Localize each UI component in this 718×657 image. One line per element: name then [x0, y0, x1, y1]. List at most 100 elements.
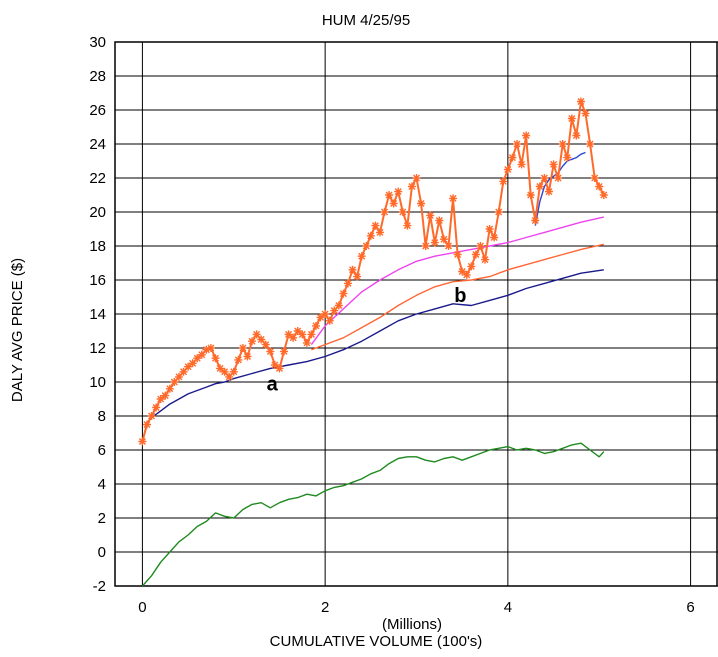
series-ma-orange — [311, 243, 604, 351]
data-point — [225, 372, 234, 381]
data-point — [184, 362, 193, 371]
data-point — [558, 140, 567, 148]
y-tick-label: 20 — [89, 204, 106, 221]
data-point — [334, 301, 343, 310]
data-point — [435, 216, 444, 225]
data-point — [586, 140, 595, 148]
data-point — [394, 187, 403, 196]
data-point — [426, 211, 435, 220]
series-line — [311, 243, 604, 351]
data-point — [229, 367, 238, 376]
data-point — [302, 338, 311, 347]
data-point — [343, 279, 352, 288]
series-line — [534, 151, 586, 226]
data-point — [522, 131, 531, 140]
chart-title: HUM 4/25/95 — [322, 12, 410, 29]
data-point — [325, 316, 334, 325]
y-tick-label: 6 — [98, 442, 106, 459]
data-point — [567, 114, 576, 123]
plot-frame — [114, 41, 718, 587]
data-point — [321, 310, 330, 318]
data-point — [572, 131, 581, 140]
data-point — [147, 412, 156, 420]
data-point — [275, 364, 284, 373]
data-point — [490, 233, 499, 242]
series-ma-navy — [141, 269, 604, 442]
data-point — [261, 340, 270, 349]
data-point — [462, 270, 471, 279]
data-point — [193, 354, 202, 363]
y-tick-label: 26 — [89, 102, 106, 119]
series-layer — [138, 97, 608, 587]
series-line — [141, 100, 605, 442]
data-point — [206, 344, 215, 352]
data-point — [316, 313, 325, 322]
x-tick-label: 2 — [321, 599, 329, 616]
y-tick-label: 0 — [98, 544, 106, 561]
data-point — [165, 384, 174, 393]
data-point — [535, 182, 544, 191]
data-point — [161, 391, 170, 400]
y-tick-label: 18 — [89, 238, 106, 255]
data-point — [257, 335, 266, 344]
series-line — [310, 216, 604, 346]
data-point — [330, 306, 339, 315]
x-tick-labels: 0 2 4 6 — [138, 599, 695, 616]
data-point — [234, 355, 243, 364]
data-point — [563, 153, 572, 162]
data-point — [554, 174, 563, 182]
data-point — [590, 174, 599, 182]
data-point — [266, 347, 275, 356]
annotations: ab — [267, 285, 467, 395]
data-point — [179, 367, 188, 376]
data-point — [280, 347, 289, 356]
series-ma-magenta — [310, 216, 604, 346]
data-point — [503, 165, 512, 174]
y-tick-label: 24 — [89, 136, 106, 153]
y-tick-label: 16 — [89, 272, 106, 289]
data-point — [449, 194, 458, 203]
series-line — [141, 269, 604, 442]
data-point — [216, 364, 225, 373]
data-point — [439, 235, 448, 244]
data-point — [252, 330, 261, 339]
data-point — [476, 242, 485, 250]
data-point — [362, 242, 371, 250]
data-point — [243, 352, 252, 361]
data-point — [348, 265, 357, 274]
series-short-ma — [534, 151, 586, 226]
data-point — [220, 367, 229, 376]
data-point — [403, 221, 412, 230]
data-point — [412, 174, 421, 182]
data-point — [238, 344, 247, 352]
data-point — [485, 225, 494, 233]
data-point — [599, 191, 608, 199]
data-point — [188, 359, 197, 368]
y-tick-label: 2 — [98, 510, 106, 527]
data-point — [508, 153, 517, 162]
x-tick-label: 0 — [138, 599, 146, 616]
data-point — [581, 109, 590, 118]
data-point — [307, 330, 316, 339]
data-point — [389, 199, 398, 208]
data-point — [453, 250, 462, 259]
data-point — [289, 333, 298, 342]
series-price-crosses — [138, 97, 608, 446]
data-point — [421, 242, 430, 250]
data-point — [549, 160, 558, 169]
data-point — [202, 345, 211, 354]
annotation-a: a — [267, 374, 279, 396]
data-point — [366, 231, 375, 240]
data-point — [417, 199, 426, 208]
data-point — [494, 208, 503, 216]
y-tick-label: 22 — [89, 170, 106, 187]
data-point — [197, 350, 206, 359]
y-tick-label: 10 — [89, 374, 106, 391]
data-point — [298, 330, 307, 339]
data-point — [471, 250, 480, 259]
data-point — [284, 330, 293, 339]
data-point — [371, 221, 380, 230]
data-point — [353, 272, 362, 281]
